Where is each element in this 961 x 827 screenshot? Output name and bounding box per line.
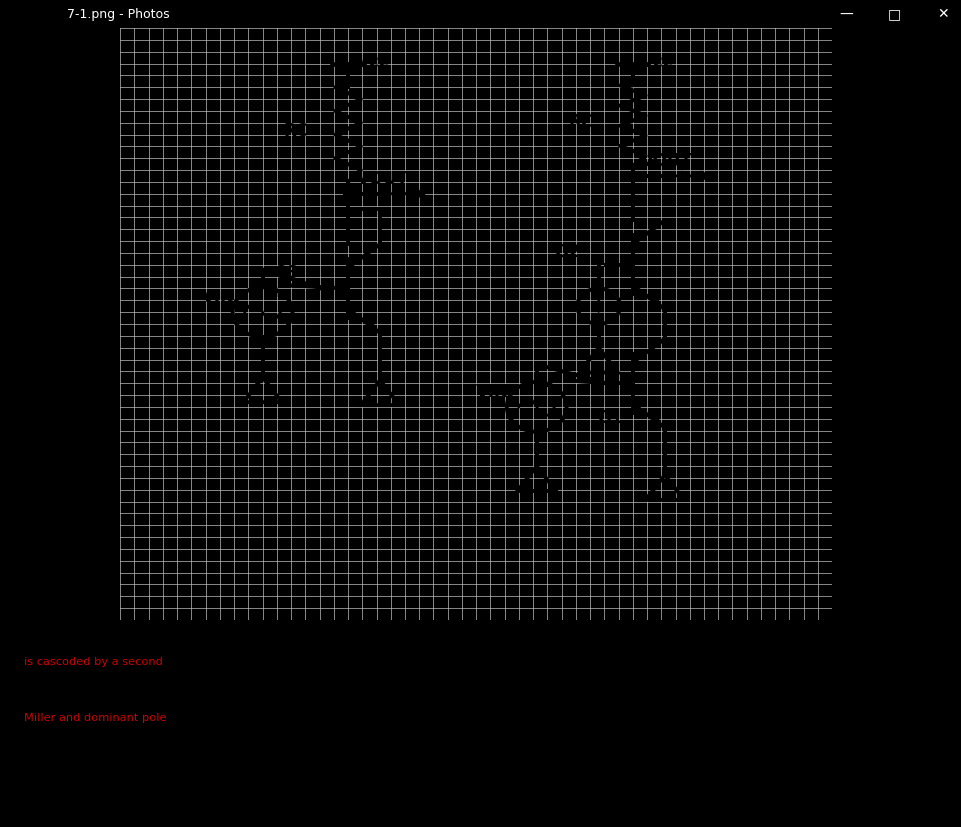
Text: —: — bbox=[839, 7, 852, 22]
Text: VIN: VIN bbox=[202, 288, 234, 306]
Text: Two schematics are shown. The one on the left is a CE amplifier amplifying a sig: Two schematics are shown. The one on the… bbox=[24, 629, 924, 638]
Text: Q3: Q3 bbox=[273, 263, 299, 281]
Text: identical transistor. all transistors have parasitic capacitance Cpi and Cmu and: identical transistor. all transistors ha… bbox=[24, 685, 931, 695]
Text: RL=5kohm: RL=5kohm bbox=[24, 804, 94, 817]
Text: Vcc: Vcc bbox=[357, 54, 389, 71]
Text: Vcc: Vcc bbox=[641, 54, 674, 71]
Text: 7-1.png - Photos: 7-1.png - Photos bbox=[67, 8, 170, 21]
Text: the input side and neglect any capacitance at the output. The circuit parameters: the input side and neglect any capacitan… bbox=[24, 768, 511, 778]
Text: +: + bbox=[543, 379, 556, 394]
Text: RC: RC bbox=[283, 122, 308, 140]
Text: □: □ bbox=[887, 7, 900, 22]
Text: +: + bbox=[269, 284, 283, 299]
Text: ✕: ✕ bbox=[936, 7, 948, 22]
Text: VOUT: VOUT bbox=[641, 152, 692, 170]
Text: is cascoded by a second: is cascoded by a second bbox=[24, 657, 162, 667]
Text: Q2: Q2 bbox=[554, 242, 579, 261]
Text: VOUT: VOUT bbox=[357, 170, 407, 188]
Text: Miller and dominant pole: Miller and dominant pole bbox=[24, 712, 166, 722]
Text: Q1: Q1 bbox=[597, 409, 623, 426]
Text: approximations to estimate the factor by which the bandwidth fH of the amplifier: approximations to estimate the factor by… bbox=[24, 740, 932, 750]
Text: VIN: VIN bbox=[476, 383, 508, 401]
Text: RC: RC bbox=[568, 112, 593, 131]
